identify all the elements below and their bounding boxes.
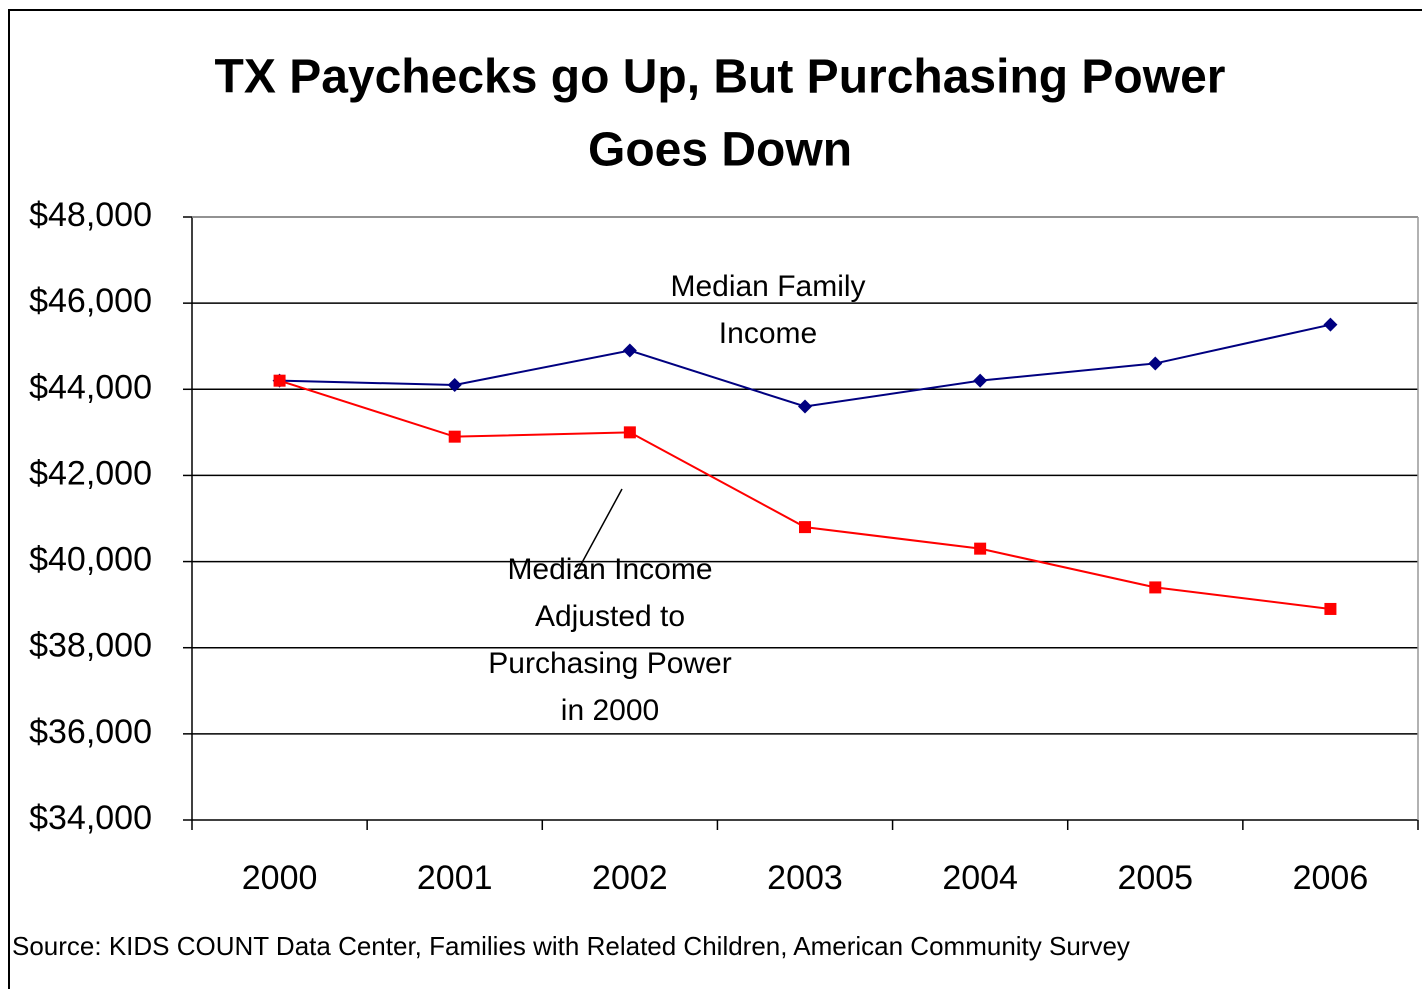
y-tick-label: $38,000 (29, 627, 152, 665)
y-tick-label: $34,000 (29, 799, 152, 837)
series-label: Adjusted to (535, 600, 685, 633)
series-label: Median Family (670, 270, 865, 303)
point-marker (973, 373, 988, 388)
series-label: Income (719, 317, 817, 350)
chart-title: Goes Down (588, 124, 852, 177)
x-tick-label: 2001 (417, 859, 493, 897)
y-tick-label: $44,000 (29, 368, 152, 406)
point-marker (448, 430, 461, 443)
x-tick-label: 2002 (592, 859, 668, 897)
point-marker (622, 343, 637, 358)
point-marker (1324, 602, 1337, 615)
series-label: Median Income (507, 553, 712, 586)
point-marker (447, 377, 462, 392)
y-tick-label: $36,000 (29, 713, 152, 751)
point-marker (798, 399, 812, 414)
y-tick-label: $46,000 (29, 282, 152, 320)
point-marker (1323, 317, 1338, 332)
series-label: Purchasing Power (488, 647, 731, 680)
source-note: Source: KIDS COUNT Data Center, Families… (12, 931, 1130, 961)
y-tick-label: $42,000 (29, 454, 152, 492)
chart-title: TX Paychecks go Up, But Purchasing Power (215, 51, 1226, 104)
x-tick-label: 2000 (242, 859, 318, 897)
point-marker (799, 521, 811, 534)
point-marker (1148, 356, 1163, 371)
y-tick-label: $40,000 (29, 541, 152, 579)
point-marker (974, 542, 987, 555)
point-marker (623, 426, 636, 439)
x-tick-label: 2004 (942, 859, 1018, 897)
point-marker (1149, 581, 1162, 594)
series-line (279, 379, 1331, 610)
y-tick-label: $48,000 (29, 196, 152, 234)
point-marker (273, 374, 286, 387)
x-tick-label: 2003 (767, 859, 843, 897)
chart-border (8, 9, 1422, 989)
x-tick-label: 2005 (1117, 859, 1193, 897)
series-label: in 2000 (561, 694, 659, 727)
x-tick-label: 2006 (1293, 859, 1369, 897)
annotation-leader (577, 488, 623, 571)
